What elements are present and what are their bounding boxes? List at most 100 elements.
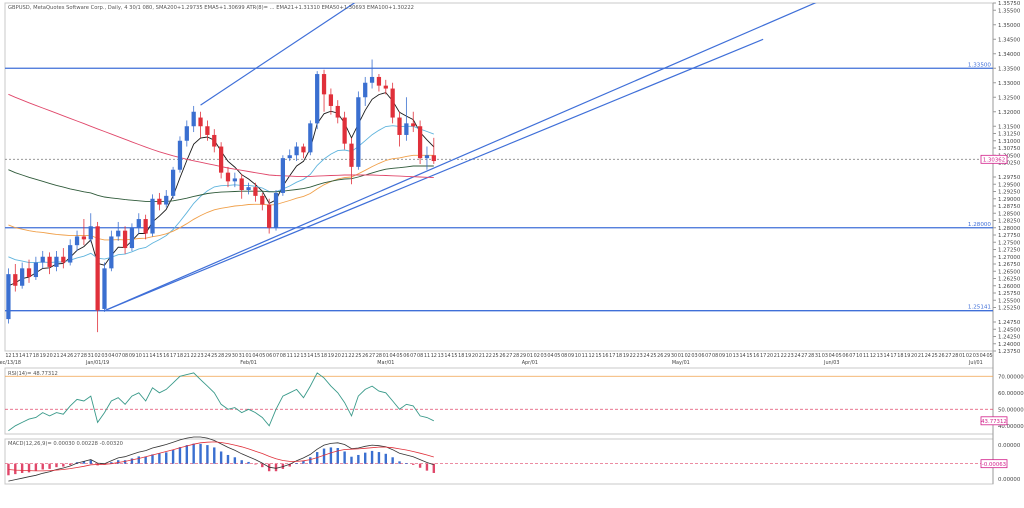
month-label: Jan/01/19 [85, 360, 109, 366]
price-tick-label: 1.24750 [998, 320, 1021, 326]
macd-histogram-bar [27, 463, 31, 473]
date-tick-label: 28 [808, 353, 814, 359]
candle-body [321, 74, 327, 95]
macd-histogram-bar [219, 451, 223, 464]
date-tick-label: 22 [191, 353, 197, 359]
date-tick-label: 28 [376, 353, 382, 359]
date-tick-label: 06 [698, 353, 704, 359]
price-tick-label: 1.32000 [998, 110, 1021, 116]
date-tick-label: 13 [12, 353, 18, 359]
date-tick-label: 28 [513, 353, 519, 359]
date-tick-label: 15 [746, 353, 752, 359]
date-tick-label: 21 [479, 353, 485, 359]
candle-body [170, 169, 176, 196]
date-tick-label: 10 [726, 353, 732, 359]
date-tick-label: 19 [904, 353, 910, 359]
macd-histogram-bar [350, 456, 353, 464]
macd-histogram-bar [192, 443, 195, 464]
candle-body [411, 123, 416, 127]
macd-histogram-bar [302, 460, 305, 464]
price-tick-label: 1.24000 [998, 342, 1021, 348]
macd-histogram-bar [405, 463, 408, 464]
month-label: Mar/01 [377, 360, 394, 366]
candle-body [376, 76, 382, 86]
date-tick-label: 19 [328, 353, 334, 359]
date-tick-label: 03 [822, 353, 828, 359]
candle-body [81, 236, 87, 240]
date-tick-label: 28 [952, 353, 958, 359]
date-tick-label: 31 [239, 353, 245, 359]
candle-body [404, 123, 409, 135]
date-tick-label: 03 [691, 353, 697, 359]
date-tick-label: 30 [671, 353, 677, 359]
date-tick-label: 10 [136, 353, 142, 359]
candle-body [267, 204, 272, 228]
macd-histogram-bar [288, 463, 291, 467]
date-tick-label: 13 [438, 353, 444, 359]
date-tick-label: 19 [40, 353, 46, 359]
rsi-tick-label: 50.00000 [998, 407, 1024, 413]
macd-histogram-bar [110, 462, 113, 464]
date-tick-label: 12 [589, 353, 595, 359]
date-tick-label: 13 [733, 353, 739, 359]
date-tick-label: 28 [81, 353, 87, 359]
date-tick-label: 07 [410, 353, 416, 359]
macd-histogram-bar [425, 463, 429, 471]
month-label: Feb/01 [240, 360, 257, 366]
macd-histogram-bar [144, 456, 147, 464]
macd-histogram-bar [130, 458, 134, 464]
date-tick-label: 04 [108, 353, 114, 359]
macd-histogram-bar [20, 463, 24, 473]
price-tick-label: 1.27250 [998, 248, 1021, 254]
date-tick-label: 18 [321, 353, 327, 359]
price-tick-label: 1.28000 [998, 226, 1021, 232]
date-tick-label: 27 [506, 353, 512, 359]
month-label: Jul/01 [968, 360, 983, 366]
price-tick-label: 1.34500 [998, 37, 1021, 43]
price-tick-label: 1.31500 [998, 124, 1021, 130]
date-tick-label: 09 [129, 353, 135, 359]
date-tick-label: 23 [787, 353, 793, 359]
candle-body [246, 187, 251, 191]
date-tick-label: 15 [314, 353, 320, 359]
macd-histogram-bar [418, 463, 422, 468]
date-tick-label: 08 [712, 353, 718, 359]
month-label: Dec/13/18 [0, 360, 21, 366]
moving-average-line-ema100 [8, 165, 434, 202]
price-tick-label: 1.34000 [998, 52, 1021, 58]
macd-histogram-bar [412, 463, 415, 465]
price-tick-label: 1.23750 [998, 349, 1021, 355]
date-tick-label: 17 [890, 353, 896, 359]
date-tick-label: 08 [417, 353, 423, 359]
date-tick-label: 06 [403, 353, 409, 359]
panel-frame-1 [4, 2, 994, 352]
date-tick-label: 11 [863, 353, 869, 359]
date-tick-label: 19 [465, 353, 471, 359]
price-tick-label: 1.33000 [998, 81, 1021, 87]
rsi-line [8, 372, 434, 432]
date-tick-label: 01 [959, 353, 965, 359]
price-tick-label: 1.26000 [998, 284, 1021, 290]
date-tick-label: 20 [46, 353, 52, 359]
macd-histogram-bar [185, 445, 189, 464]
macd-histogram-bar [247, 461, 250, 464]
last-price-label: 1.30362 [983, 158, 1005, 164]
price-tick-label: 1.30750 [998, 146, 1021, 152]
candle-body [177, 140, 183, 170]
macd-tick-label: 0.00000 [998, 477, 1021, 483]
date-tick-label: 08 [280, 353, 286, 359]
date-tick-label: 09 [568, 353, 574, 359]
date-tick-label: 22 [348, 353, 354, 359]
date-tick-label: 18 [177, 353, 183, 359]
date-tick-label: 18 [616, 353, 622, 359]
date-tick-label: 20 [472, 353, 478, 359]
date-tick-label: 21 [774, 353, 780, 359]
date-tick-label: 14 [739, 353, 745, 359]
candle-body [342, 117, 347, 144]
price-tick-label: 1.27500 [998, 240, 1021, 246]
date-tick-label: 26 [499, 353, 505, 359]
rsi-header: RSI(14)= 48.77312 [8, 371, 58, 377]
macd-histogram-bar [377, 452, 381, 464]
rsi-last-label: 43.77312 [981, 419, 1007, 425]
